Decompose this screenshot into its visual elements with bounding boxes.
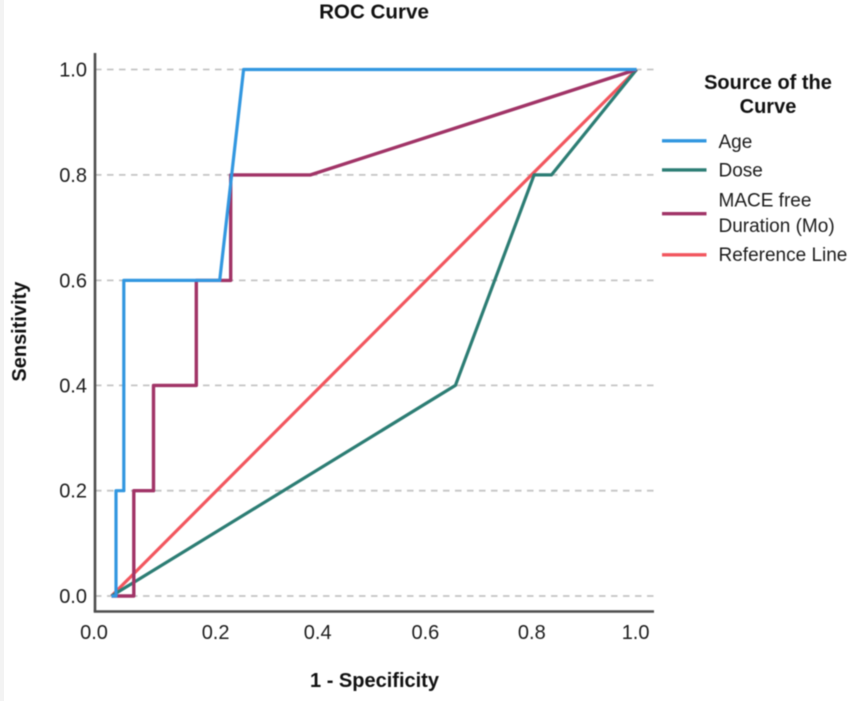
svg-text:Age: Age xyxy=(719,132,753,153)
svg-text:0.6: 0.6 xyxy=(411,622,439,644)
svg-text:Source of the: Source of the xyxy=(704,72,832,94)
svg-text:Duration (Mo): Duration (Mo) xyxy=(719,216,835,237)
svg-text:Curve: Curve xyxy=(740,96,797,118)
svg-text:ROC Curve: ROC Curve xyxy=(319,1,429,24)
svg-text:0.6: 0.6 xyxy=(59,270,87,292)
svg-text:0.4: 0.4 xyxy=(304,622,332,644)
svg-text:0.0: 0.0 xyxy=(59,586,87,608)
svg-text:0.2: 0.2 xyxy=(202,622,230,644)
svg-text:0.8: 0.8 xyxy=(59,165,87,187)
svg-text:0.4: 0.4 xyxy=(59,375,87,397)
svg-text:Sensitivity: Sensitivity xyxy=(9,281,31,382)
svg-text:Reference Line: Reference Line xyxy=(719,245,848,266)
svg-text:1 - Specificity: 1 - Specificity xyxy=(310,670,440,692)
svg-text:0.0: 0.0 xyxy=(80,622,108,644)
svg-text:MACE free: MACE free xyxy=(719,190,812,211)
svg-text:0.8: 0.8 xyxy=(518,622,546,644)
svg-text:0.2: 0.2 xyxy=(59,481,87,503)
svg-text:Dose: Dose xyxy=(719,161,763,182)
svg-text:1.0: 1.0 xyxy=(622,622,650,644)
svg-text:1.0: 1.0 xyxy=(59,60,87,82)
